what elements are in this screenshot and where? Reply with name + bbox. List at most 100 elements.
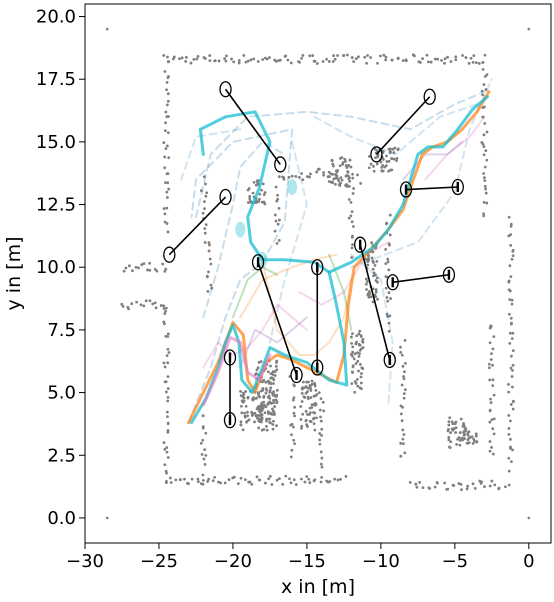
map-point <box>454 55 458 59</box>
map-point <box>127 307 130 311</box>
map-point <box>363 55 367 59</box>
map-point <box>367 290 371 293</box>
plot-area <box>105 27 531 520</box>
map-point <box>477 62 481 65</box>
map-point <box>490 479 494 483</box>
map-point <box>312 422 316 426</box>
marker-center <box>228 415 232 426</box>
map-point <box>489 401 493 405</box>
map-point <box>481 115 485 119</box>
map-point <box>384 247 388 251</box>
map-point <box>166 399 170 403</box>
map-point <box>239 423 243 427</box>
map-point <box>140 263 144 267</box>
map-point <box>328 175 331 178</box>
map-point <box>266 370 270 374</box>
map-point <box>449 431 452 435</box>
map-point <box>265 424 268 428</box>
map-point <box>482 153 486 157</box>
map-point <box>460 488 463 492</box>
map-point <box>367 166 371 170</box>
map-point <box>250 412 254 415</box>
map-point <box>300 56 304 60</box>
marker-ring <box>423 88 436 105</box>
trajectory-line <box>201 335 272 407</box>
map-point <box>509 447 512 450</box>
map-point <box>301 178 305 182</box>
map-point <box>461 54 464 57</box>
map-point <box>148 299 152 303</box>
map-point <box>244 404 248 408</box>
map-point <box>319 480 323 484</box>
map-point <box>258 192 262 196</box>
map-point <box>376 297 379 301</box>
map-point <box>429 60 433 64</box>
map-point <box>162 320 166 324</box>
map-point <box>225 54 228 58</box>
map-point <box>167 156 171 160</box>
map-point <box>458 438 462 442</box>
map-point <box>347 164 351 167</box>
map-point <box>313 384 317 388</box>
map-point <box>244 60 248 64</box>
map-point <box>508 312 511 316</box>
map-point <box>466 484 470 488</box>
map-point <box>169 481 173 484</box>
map-point <box>357 332 361 336</box>
map-point <box>320 427 324 431</box>
map-point <box>290 433 293 437</box>
trajectory-line <box>261 261 353 356</box>
y-tick-label: 2.5 <box>47 445 76 466</box>
map-point <box>267 417 271 421</box>
map-point <box>511 349 515 352</box>
map-point <box>241 428 245 432</box>
map-point <box>204 194 208 198</box>
map-point <box>447 420 451 423</box>
map-point <box>482 212 486 216</box>
map-point <box>166 99 170 103</box>
map-point <box>240 404 243 408</box>
map-point <box>447 423 451 427</box>
map-point <box>350 210 354 214</box>
map-point <box>470 435 474 439</box>
map-point <box>306 395 310 399</box>
map-point <box>308 54 312 58</box>
trajectory-line <box>231 266 279 319</box>
map-point <box>298 60 301 64</box>
map-point <box>313 411 317 415</box>
map-point <box>490 418 494 422</box>
map-point <box>351 192 355 195</box>
map-point <box>461 425 465 428</box>
trajectory-line <box>202 303 308 369</box>
map-point <box>201 426 205 430</box>
map-point <box>348 158 352 162</box>
map-point <box>268 56 271 59</box>
map-point <box>184 60 188 63</box>
map-point <box>206 290 210 293</box>
map-point <box>401 59 405 63</box>
map-point <box>331 172 334 176</box>
map-point <box>166 196 169 199</box>
map-point <box>364 257 368 261</box>
map-point <box>239 420 243 424</box>
map-point <box>261 182 265 186</box>
map-point <box>399 441 403 445</box>
map-point <box>507 414 511 417</box>
map-point <box>386 260 390 264</box>
map-point <box>458 431 462 434</box>
map-point <box>302 380 305 384</box>
trajectory-line <box>328 253 353 331</box>
map-point <box>261 58 265 61</box>
map-point <box>507 456 511 460</box>
map-point <box>301 412 305 416</box>
map-point <box>242 54 246 57</box>
map-point <box>300 426 303 430</box>
map-point <box>339 176 343 180</box>
map-point <box>385 222 388 226</box>
map-point <box>511 407 515 411</box>
map-point <box>327 60 331 63</box>
map-point <box>356 384 360 388</box>
map-point <box>488 484 492 488</box>
marker-ring <box>386 274 399 291</box>
